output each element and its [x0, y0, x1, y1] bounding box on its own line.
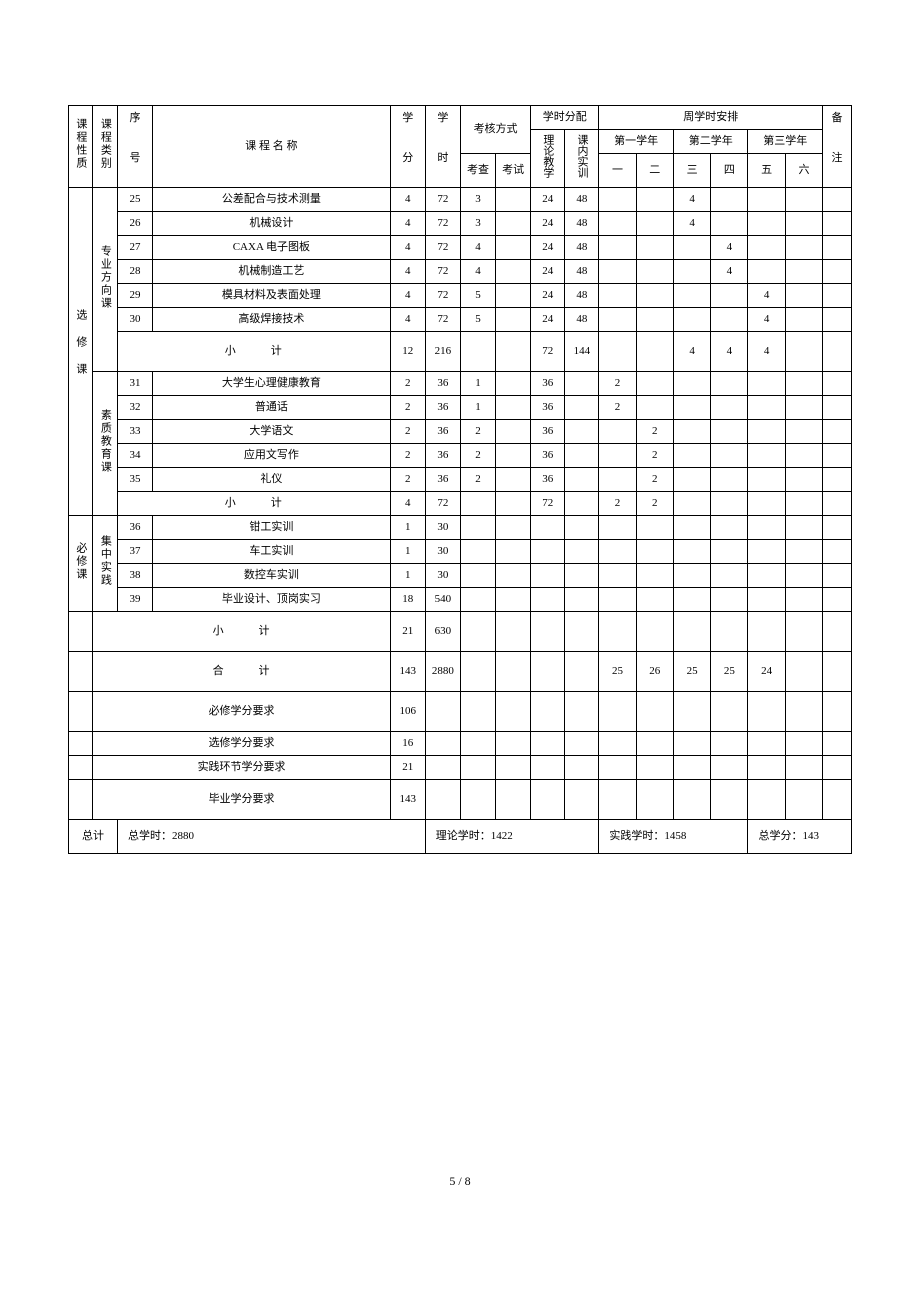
cat-major: 专业方向课 — [93, 188, 117, 372]
req-row: 实践环节学分要求 21 — [69, 756, 852, 780]
hdr-theory: 理论教学 — [531, 130, 565, 188]
table-row: 28机械制造工艺 472 4 2448 4 — [69, 260, 852, 284]
summary-label: 总计 — [69, 820, 118, 854]
req-row: 毕业学分要求 143 — [69, 780, 852, 820]
summary-practice-hours: 实践学时：1458 — [599, 820, 748, 854]
nature-required: 必修课 — [69, 516, 93, 612]
req-row: 选修学分要求 16 — [69, 732, 852, 756]
table-row: 30高级焊接技术 472 5 2448 4 — [69, 308, 852, 332]
curriculum-table: 课程性质 课程类别 序 课 程 名 称 学 学 考核方式 学时分配 周学时安排 … — [68, 105, 852, 854]
hdr-sem6: 六 — [785, 154, 822, 188]
hdr-year2: 第二学年 — [673, 130, 748, 154]
table-row: 27CAXA 电子图板 472 4 2448 4 — [69, 236, 852, 260]
hdr-sem1: 一 — [599, 154, 636, 188]
hdr-sem3: 三 — [673, 154, 710, 188]
summary-total-hours: 总学时：2880 — [117, 820, 425, 854]
summary-theory-hours: 理论学时：1422 — [425, 820, 599, 854]
table-row: 26机械设计 472 3 2448 4 — [69, 212, 852, 236]
summary-row: 总计 总学时：2880 理论学时：1422 实践学时：1458 总学分：143 — [69, 820, 852, 854]
hdr-kaocha: 考查 — [460, 154, 495, 188]
hdr-sem4: 四 — [711, 154, 748, 188]
hdr-category: 课程类别 — [93, 106, 117, 188]
total-row: 合 计 1432880 2526252524 — [69, 652, 852, 692]
table-row: 37车工实训 130 — [69, 540, 852, 564]
hdr-credit-bot: 分 — [390, 130, 425, 188]
hdr-seq-top: 序 — [117, 106, 152, 130]
table-row: 32普通话 236 1 36 2 — [69, 396, 852, 420]
hdr-remark-top: 备 — [823, 106, 852, 130]
table-row: 33大学语文 236 2 36 2 — [69, 420, 852, 444]
nature-elective: 选修课 — [69, 188, 93, 516]
summary-total-credits: 总学分：143 — [748, 820, 852, 854]
table-row: 38数控车实训 130 — [69, 564, 852, 588]
cat-practice: 集中实践 — [93, 516, 117, 612]
table-row: 29模具材料及表面处理 472 5 2448 4 — [69, 284, 852, 308]
table-row: 39毕业设计、顶岗实习 18540 — [69, 588, 852, 612]
hdr-seq-bot: 号 — [117, 130, 152, 188]
hdr-kaoshi: 考试 — [496, 154, 531, 188]
hdr-hours-bot: 时 — [425, 130, 460, 188]
hdr-hour-dist: 学时分配 — [531, 106, 599, 130]
hdr-year1: 第一学年 — [599, 130, 674, 154]
hdr-hours-top: 学 — [425, 106, 460, 130]
hdr-credit-top: 学 — [390, 106, 425, 130]
subtotal-row: 小 计 12216 72144 444 — [69, 332, 852, 372]
req-row: 必修学分要求 106 — [69, 692, 852, 732]
hdr-remark-bot: 注 — [823, 130, 852, 188]
hdr-exam: 考核方式 — [460, 106, 530, 154]
table-row: 34应用文写作 236 2 36 2 — [69, 444, 852, 468]
cat-quality: 素质教育课 — [93, 372, 117, 516]
table-row: 必修课 集中实践 36钳工实训 130 — [69, 516, 852, 540]
hdr-sem5: 五 — [748, 154, 785, 188]
hdr-practice: 课内实训 — [565, 130, 599, 188]
hdr-weekly: 周学时安排 — [599, 106, 823, 130]
hdr-year3: 第三学年 — [748, 130, 823, 154]
hdr-nature: 课程性质 — [69, 106, 93, 188]
table-row: 35礼仪 236 2 36 2 — [69, 468, 852, 492]
subtotal-row: 小 计 472 72 22 — [69, 492, 852, 516]
hdr-course-name: 课 程 名 称 — [153, 106, 391, 188]
hdr-sem2: 二 — [636, 154, 673, 188]
table-row: 素质教育课 31大学生心理健康教育 236 1 36 2 — [69, 372, 852, 396]
table-row: 选修课 专业方向课 25公差配合与技术测量 472 3 2448 4 — [69, 188, 852, 212]
page-number: 5 / 8 — [68, 1174, 852, 1189]
subtotal-row: 小 计 21630 — [69, 612, 852, 652]
